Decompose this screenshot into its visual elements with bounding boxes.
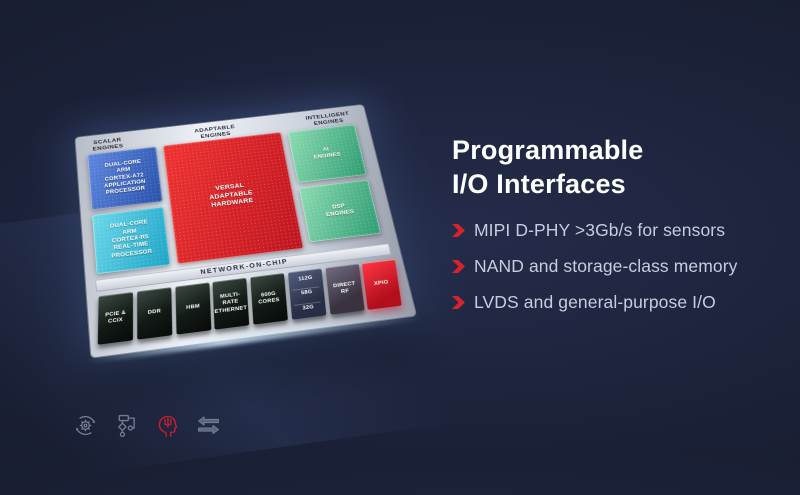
intelligent-engines-column: AI ENGINES DSP ENGINES	[287, 124, 383, 248]
bullet-item: LVDS and general-purpose I/O	[452, 292, 784, 313]
io-block-ddr: DDR	[136, 287, 172, 340]
transfer-arrows-icon[interactable]	[195, 412, 222, 439]
io-block-direct-rf: DIRECT RF	[324, 263, 364, 315]
adaptable-engines-column: VERSAL ADAPTABLE HARDWARE	[162, 132, 305, 265]
block-ai-engines: AI ENGINES	[287, 124, 367, 183]
io-block-serdes-speeds: 112G 58G 32G	[287, 268, 326, 320]
bullet-text: LVDS and general-purpose I/O	[474, 291, 716, 312]
slide-title: Programmable I/O Interfaces	[452, 135, 644, 199]
bullet-arrow-icon	[452, 223, 465, 237]
bullet-item: NAND and storage-class memory	[452, 256, 784, 277]
io-block-hbm: HBM	[174, 282, 211, 335]
bullet-arrow-icon	[452, 259, 465, 273]
workflow-icon[interactable]	[113, 412, 140, 439]
workflow-glyph	[118, 414, 135, 437]
io-block-multirate-ethernet: MULTI-RATE ETHERNET	[212, 277, 250, 330]
block-cortex-r5: DUAL-CORE ARM CORTEX-R5 REAL-TIME PROCES…	[92, 206, 170, 275]
bullet-item: MIPI D-PHY >3Gb/s for sensors	[452, 220, 784, 241]
footer-icon-nav	[72, 412, 222, 439]
bullet-text: MIPI D-PHY >3Gb/s for sensors	[474, 219, 726, 240]
transfer-arrows-glyph	[198, 416, 219, 435]
gear-cycle-glyph	[75, 415, 96, 436]
gear-cycle-icon[interactable]	[72, 412, 99, 439]
ai-head-circuit-glyph	[158, 415, 178, 437]
io-block-600g-cores: 600G CORES	[250, 273, 288, 325]
chip-package: SCALAR ENGINES ADAPTABLE ENGINES INTELLI…	[74, 103, 418, 359]
bullet-arrow-icon	[452, 295, 465, 309]
io-block-pcie-ccix: PCIE & CCIX	[97, 292, 133, 345]
scalar-engines-column: DUAL-CORE ARM CORTEX-A72 APPLICATION PRO…	[87, 146, 170, 275]
serdes-112g-label: 112G	[297, 274, 313, 283]
io-block-xpio: XPIO	[361, 259, 402, 310]
bullet-text: NAND and storage-class memory	[474, 255, 738, 276]
block-versal-adaptable-hardware: VERSAL ADAPTABLE HARDWARE	[162, 132, 305, 265]
slide-content: Programmable I/O Interfaces MIPI D-PHY >…	[452, 134, 784, 313]
ai-head-circuit-icon[interactable]	[154, 412, 181, 439]
bullet-list: MIPI D-PHY >3Gb/s for sensors NAND and s…	[452, 220, 784, 313]
serdes-32g-label: 32G	[293, 301, 323, 315]
block-dsp-engines: DSP ENGINES	[299, 179, 382, 243]
serdes-58g-label: 58G	[292, 286, 321, 300]
block-cortex-a72: DUAL-CORE ARM CORTEX-A72 APPLICATION PRO…	[87, 146, 163, 210]
chip-diagram: SCALAR ENGINES ADAPTABLE ENGINES INTELLI…	[74, 103, 418, 359]
